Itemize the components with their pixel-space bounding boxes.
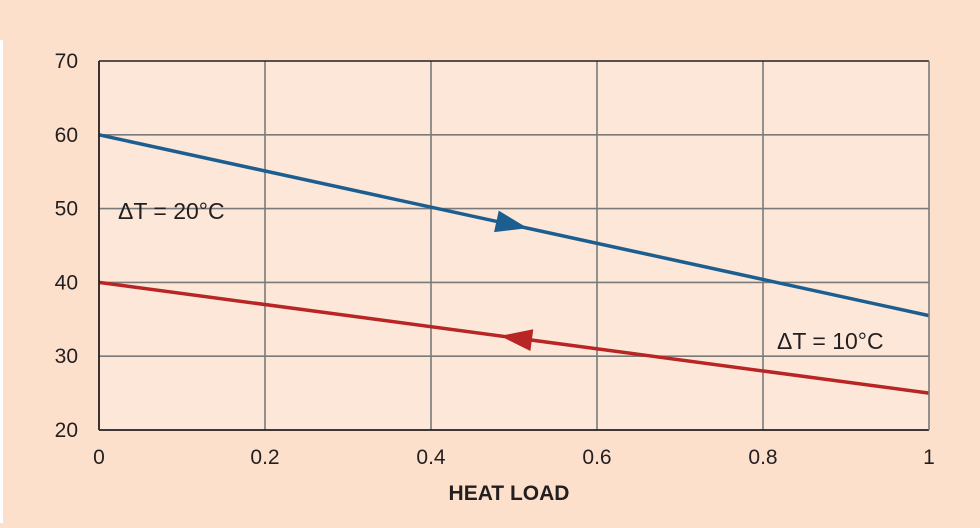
y-tick-label: 50 [55,198,78,221]
y-tick-label: 70 [55,50,78,73]
y-tick-label: 30 [55,345,78,368]
axes [98,60,930,431]
arrow-0 [494,210,528,233]
x-tick-label: 0.2 [250,446,279,469]
grid-lines [99,61,929,430]
y-tick-label: 60 [55,124,78,147]
x-tick-label: 0.8 [748,446,777,469]
series-labels: ΔT = 20°C ΔT = 10°C [118,198,884,354]
arrowhead-1 [500,329,534,352]
y-tick-label: 20 [55,419,78,442]
x-tick-label: 0 [93,446,105,469]
y-tick-label: 40 [55,271,78,294]
tick-labels: 0 0.2 0.4 0.6 0.8 1 20 30 40 50 60 70 [55,50,935,469]
arrowhead-0 [494,210,528,233]
page-edge [0,40,3,523]
series-lines [98,133,930,395]
series-label-dt10: ΔT = 10°C [777,328,884,354]
x-tick-label: 1 [923,446,935,469]
plot-background [99,61,929,430]
arrow-1 [500,329,534,352]
series-label-dt20: ΔT = 20°C [118,198,225,224]
x-tick-label: 0.6 [582,446,611,469]
x-axis-label: HEAT LOAD [449,482,570,505]
x-tick-label: 0.4 [416,446,446,469]
